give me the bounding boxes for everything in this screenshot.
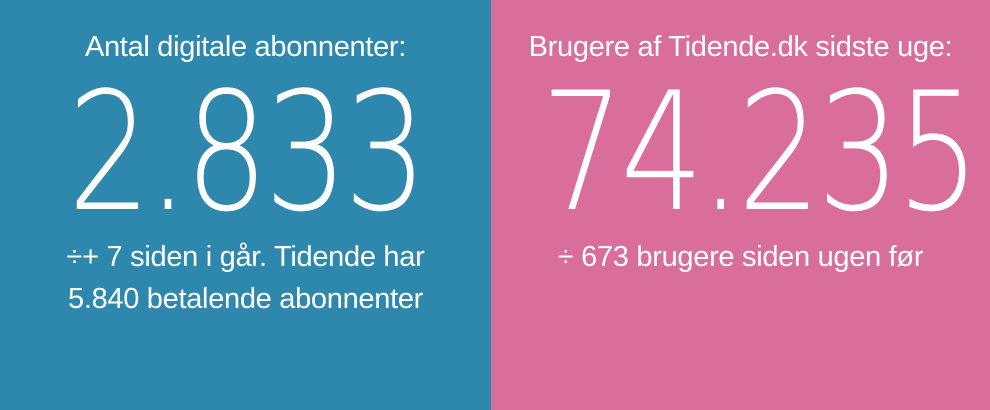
weekly-users-label: Brugere af Tidende.dk sidste uge:	[528, 31, 953, 63]
users-change-text: ÷ 673 brugere siden ugen før	[557, 241, 924, 273]
weekly-users-panel: Brugere af Tidende.dk sidste uge: 74.235…	[491, 0, 990, 410]
digital-subscribers-count: 2.833	[67, 57, 428, 248]
weekly-users-note: ÷ 673 brugere siden ugen før	[491, 236, 990, 278]
weekly-users-count: 74.235	[540, 57, 980, 248]
digital-subscribers-note: ÷+ 7 siden i går. Tidende har 5.840 beta…	[0, 236, 491, 320]
subscribers-change-text: ÷+ 7 siden i går. Tidende har	[66, 241, 425, 273]
digital-subscribers-panel: Antal digitale abonnenter: 2.833 ÷+ 7 si…	[0, 0, 491, 410]
paying-subscribers-text: 5.840 betalende abonnenter	[67, 283, 424, 315]
digital-subscribers-label: Antal digitale abonnenter:	[84, 31, 407, 63]
